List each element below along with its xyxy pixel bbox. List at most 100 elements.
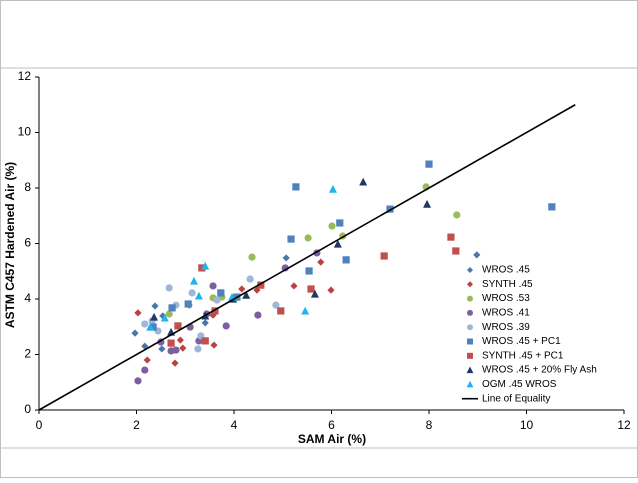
legend-label: WROS .41: [482, 308, 530, 319]
point: [257, 281, 265, 289]
x-tick-label: 10: [520, 418, 534, 432]
point: [246, 275, 254, 283]
legend-label: WROS .45 + PC1: [482, 336, 561, 347]
x-tick-label: 4: [231, 418, 238, 432]
point: [301, 306, 310, 315]
point: [158, 345, 166, 353]
point: [328, 222, 336, 230]
x-tick-label: 0: [36, 418, 43, 432]
legend-label: WROS .45: [482, 265, 530, 276]
legend-marker: [467, 309, 473, 316]
point: [165, 284, 173, 292]
point: [292, 183, 300, 191]
point: [211, 307, 219, 315]
point: [165, 310, 173, 318]
point: [453, 211, 461, 219]
x-tick-label: 6: [328, 418, 335, 432]
y-axis-title: ASTM C457 Hardened Air (%): [3, 162, 17, 328]
point: [149, 323, 157, 331]
legend-marker: [467, 324, 473, 331]
point: [328, 184, 337, 193]
point: [304, 234, 312, 242]
legend-label: WROS .53: [482, 293, 530, 304]
point: [282, 254, 290, 262]
point: [168, 304, 176, 312]
y-tick-label: 4: [24, 291, 31, 305]
point: [194, 291, 203, 300]
legend-marker: [467, 295, 473, 302]
point: [151, 302, 159, 310]
point: [386, 205, 394, 213]
point: [209, 282, 217, 290]
point: [307, 285, 315, 293]
y-tick-label: 0: [24, 402, 31, 416]
y-tick-label: 10: [18, 125, 32, 139]
point: [222, 322, 230, 330]
legend-label: SYNTH .45 + PC1: [482, 350, 564, 361]
legend-label: WROS .39: [482, 322, 530, 333]
point: [190, 276, 199, 285]
point: [548, 203, 556, 211]
point: [150, 312, 159, 321]
equality-line: [38, 104, 576, 411]
legend-marker: [467, 338, 473, 345]
point: [176, 336, 184, 344]
point: [310, 289, 319, 298]
point: [201, 261, 210, 270]
point: [179, 344, 187, 352]
point: [141, 320, 149, 328]
point: [242, 290, 251, 299]
point: [327, 286, 335, 294]
point: [248, 253, 256, 261]
y-tick-label: 2: [24, 347, 31, 361]
point: [317, 258, 325, 266]
point: [217, 289, 225, 297]
point: [201, 319, 209, 327]
point: [134, 309, 142, 317]
point: [194, 345, 202, 353]
point: [143, 356, 151, 364]
point: [141, 342, 149, 350]
legend-label: WROS .45 + 20% Fly Ash: [482, 365, 597, 376]
point: [184, 300, 192, 308]
point: [277, 307, 285, 315]
x-tick-label: 8: [426, 418, 433, 432]
point: [201, 337, 209, 345]
point: [290, 282, 298, 290]
legend-label: OGM .45 WROS: [482, 379, 557, 390]
legend-label: Line of Equality: [482, 393, 550, 404]
y-tick-label: 6: [24, 236, 31, 250]
point: [425, 160, 433, 168]
point: [359, 177, 368, 186]
legend-marker: [467, 267, 473, 273]
point: [287, 235, 295, 243]
point: [141, 366, 149, 374]
point: [209, 311, 217, 319]
point: [305, 267, 313, 275]
x-axis-title: SAM Air (%): [298, 432, 366, 446]
x-tick-label: 12: [617, 418, 631, 432]
legend-marker: [467, 352, 473, 359]
legend-marker: [466, 380, 474, 388]
legend-marker: [466, 366, 474, 374]
point: [254, 311, 262, 319]
point: [333, 239, 342, 248]
legend-label: SYNTH .45: [482, 279, 533, 290]
x-tick-label: 2: [133, 418, 140, 432]
point: [160, 313, 169, 322]
point: [380, 252, 388, 260]
point: [167, 339, 175, 347]
point: [198, 264, 206, 272]
point: [452, 247, 460, 255]
y-tick-label: 8: [24, 180, 31, 194]
point: [134, 377, 142, 385]
point: [447, 233, 455, 241]
point: [172, 346, 180, 354]
legend-marker: [467, 281, 473, 288]
point: [210, 341, 218, 349]
point: [238, 285, 246, 293]
point: [423, 199, 432, 208]
point: [473, 251, 481, 259]
